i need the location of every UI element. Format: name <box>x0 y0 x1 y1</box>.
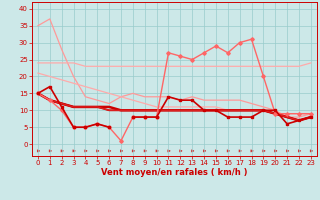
X-axis label: Vent moyen/en rafales ( km/h ): Vent moyen/en rafales ( km/h ) <box>101 168 248 177</box>
